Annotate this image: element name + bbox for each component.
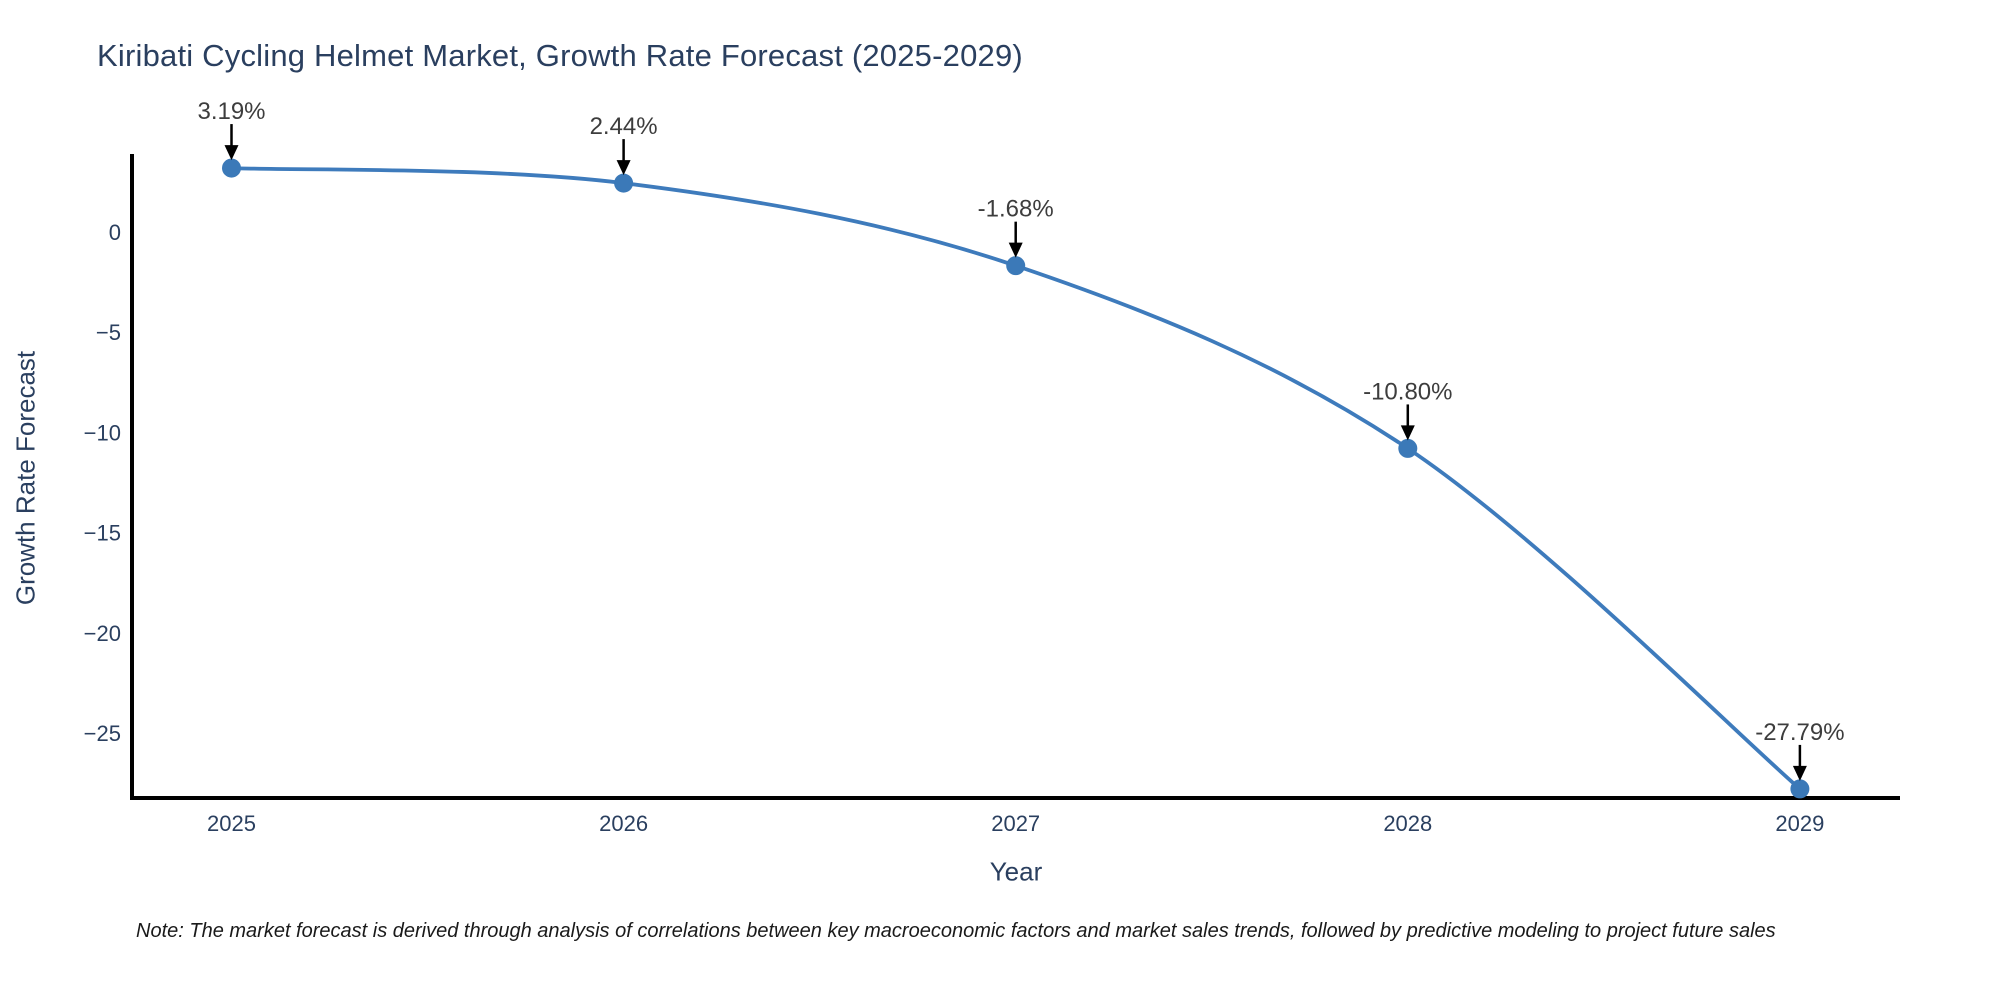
annotation-label-2028: -10.80% bbox=[1363, 378, 1452, 405]
x-tick-label-2025: 2025 bbox=[207, 811, 256, 836]
annotation-label-2026: 2.44% bbox=[590, 113, 658, 140]
data-point-2029 bbox=[1790, 779, 1810, 799]
annotation-arrowhead-2027 bbox=[1008, 242, 1023, 258]
y-tick-label-−25: −25 bbox=[84, 721, 121, 746]
annotation-arrowhead-2029 bbox=[1792, 765, 1807, 781]
annotation-label-2027: -1.68% bbox=[978, 196, 1054, 223]
y-tick-label-−10: −10 bbox=[84, 420, 121, 445]
y-tick-label-−5: −5 bbox=[96, 320, 121, 345]
x-axis-title: Year bbox=[989, 856, 1043, 887]
data-point-2026 bbox=[614, 173, 634, 193]
y-tick-label-0: 0 bbox=[109, 220, 121, 245]
x-tick-label-2029: 2029 bbox=[1775, 811, 1824, 836]
x-tick-label-2026: 2026 bbox=[599, 811, 648, 836]
data-point-2025 bbox=[222, 158, 241, 178]
data-point-2028 bbox=[1398, 438, 1418, 458]
x-tick-label-2027: 2027 bbox=[991, 811, 1040, 836]
annotation-arrowhead-2028 bbox=[1400, 425, 1415, 441]
annotation-arrowhead-2025 bbox=[224, 145, 239, 161]
annotation-arrowhead-2026 bbox=[616, 160, 631, 176]
annotation-label-2025: 3.19% bbox=[197, 98, 265, 125]
y-tick-label-−20: −20 bbox=[84, 621, 121, 646]
footnote: Note: The market forecast is derived thr… bbox=[136, 920, 1776, 942]
y-tick-label-−15: −15 bbox=[84, 521, 121, 546]
annotation-label-2029: -27.79% bbox=[1755, 719, 1844, 746]
x-tick-label-2028: 2028 bbox=[1383, 811, 1432, 836]
chart-title: Kiribati Cycling Helmet Market, Growth R… bbox=[97, 38, 1023, 73]
data-point-2027 bbox=[1006, 256, 1026, 276]
trend-line bbox=[229, 166, 1802, 791]
